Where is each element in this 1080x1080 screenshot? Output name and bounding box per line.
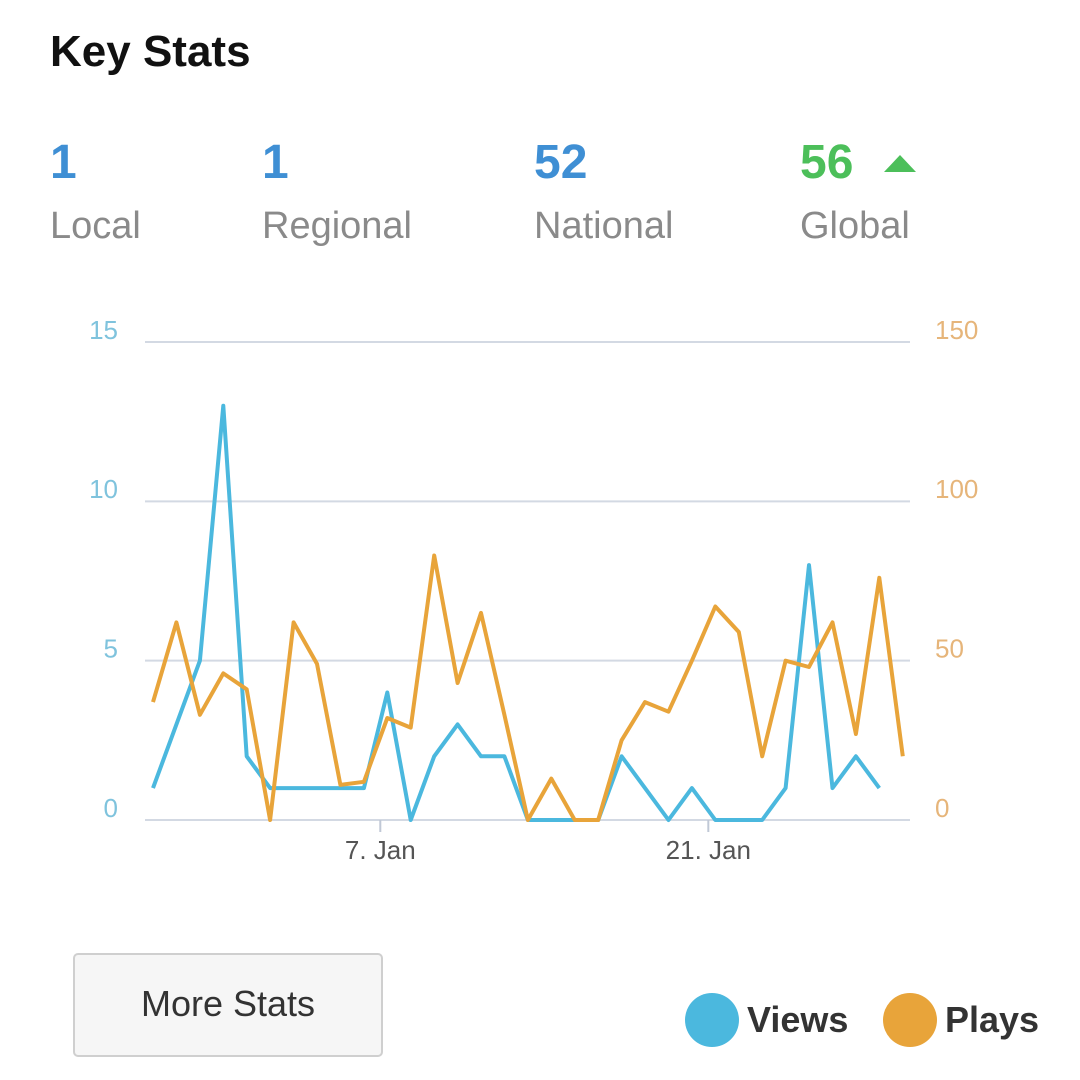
stat-value: 1 xyxy=(262,136,289,189)
y-tick-label: 10 xyxy=(89,474,118,504)
panel-title: Key Stats xyxy=(50,27,251,76)
more-stats-button[interactable] xyxy=(73,953,383,1057)
y-tick-label: 0 xyxy=(104,793,118,823)
stat-label: Global xyxy=(800,205,910,247)
y2-tick-label: 100 xyxy=(935,474,978,504)
legend-label: Plays xyxy=(945,999,1039,1040)
stat-label: National xyxy=(534,205,673,247)
legend-label: Views xyxy=(747,999,848,1040)
stat-value: 56 xyxy=(800,136,853,189)
trend-up-icon xyxy=(884,155,916,172)
stat-label: Regional xyxy=(262,205,412,247)
legend-swatch xyxy=(883,993,937,1047)
stat-label: Local xyxy=(50,205,141,247)
stat-value: 52 xyxy=(534,136,587,189)
x-tick-label: 7. Jan xyxy=(345,835,416,865)
y2-tick-label: 150 xyxy=(935,315,978,345)
stat-value: 1 xyxy=(50,136,77,189)
y-tick-label: 5 xyxy=(104,634,118,664)
x-tick-label: 21. Jan xyxy=(666,835,751,865)
series-line xyxy=(151,403,881,822)
y-tick-label: 15 xyxy=(89,315,118,345)
y2-tick-label: 50 xyxy=(935,634,964,664)
legend-swatch xyxy=(685,993,739,1047)
button-label[interactable]: More Stats xyxy=(141,983,315,1024)
y2-tick-label: 0 xyxy=(935,793,949,823)
series-line xyxy=(151,553,905,822)
